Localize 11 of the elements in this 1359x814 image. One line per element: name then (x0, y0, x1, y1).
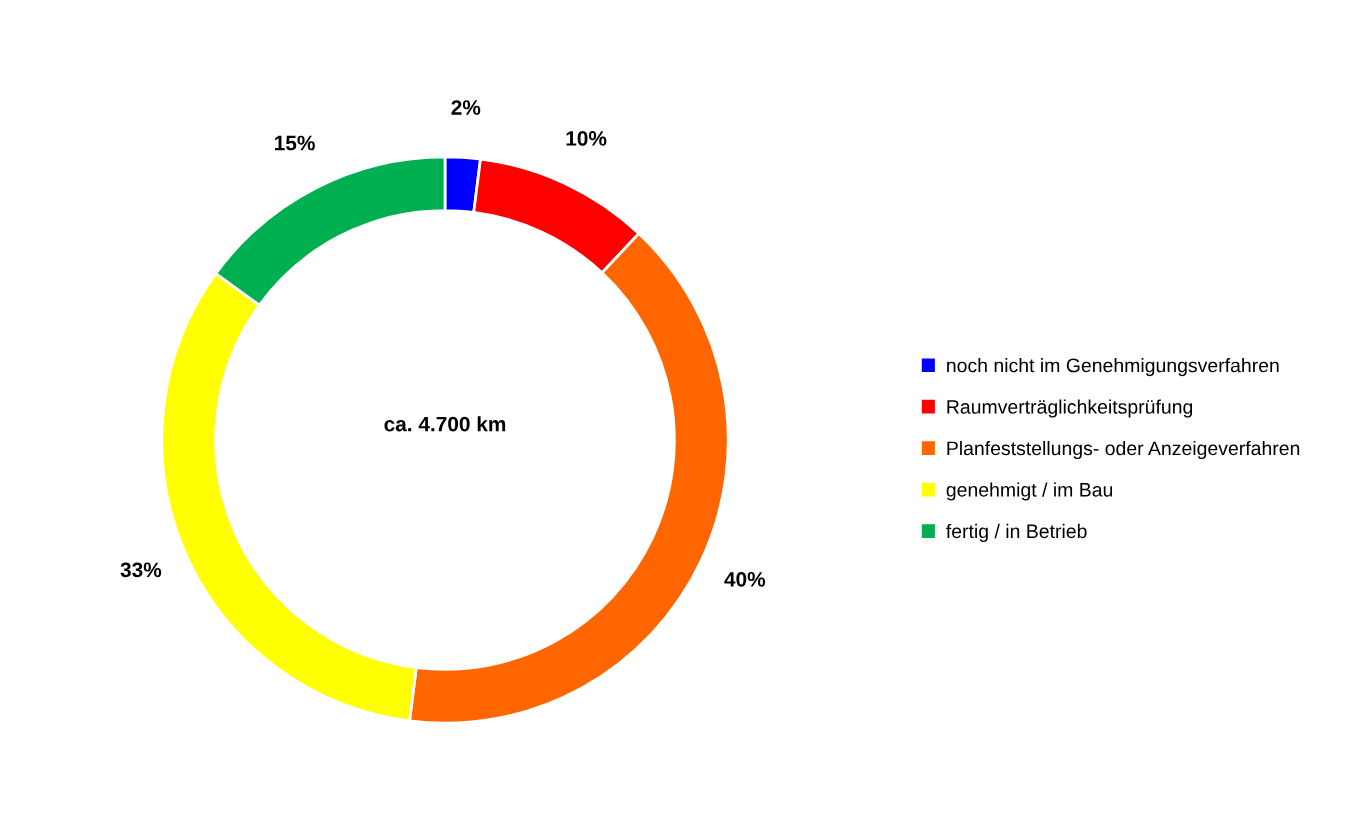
data-label: 15% (275, 135, 315, 151)
data-label: 2% (451, 100, 481, 115)
legend-label: Raumverträglichkeitsprüfung (947, 399, 1193, 418)
text: ca. 4.700 km (384, 416, 506, 432)
data-label: 40% (724, 571, 766, 587)
data-label: 10% (566, 131, 607, 146)
legend-label: genehmigt / im Bau (946, 482, 1113, 501)
legend-label: Planfeststellungs- oder Anzeigeverfahren (947, 440, 1300, 460)
legend-label: fertig / in Betrieb (946, 523, 1087, 542)
legend-label: noch nicht im Genehmigungsverfahren (947, 358, 1279, 377)
data-label: 33% (120, 562, 162, 578)
